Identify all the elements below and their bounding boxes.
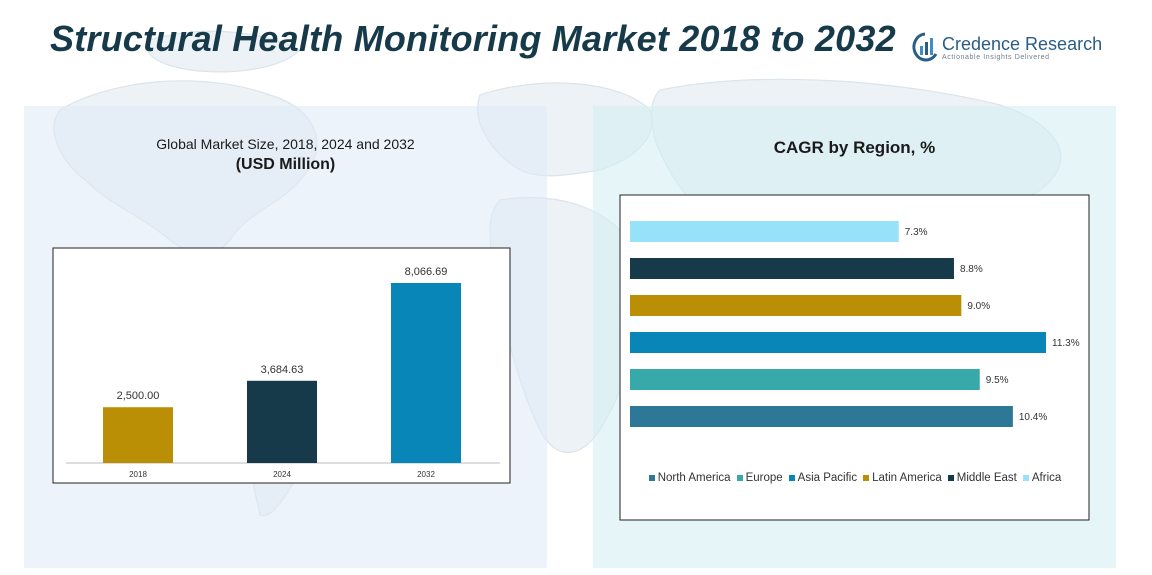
legend-item-middle-east: Middle East <box>947 472 1017 484</box>
cagr-value-label-middle-east: 8.8% <box>960 264 983 275</box>
cagr-bar-north-america <box>630 406 1013 427</box>
legend-item-latin-america: Latin America <box>863 472 942 484</box>
legend-label-north-america: North America <box>657 472 731 484</box>
legend-item-asia-pacific: Asia Pacific <box>788 472 858 484</box>
cagr-value-label-asia-pacific: 11.3% <box>1052 338 1080 349</box>
cagr-bar-middle-east <box>630 258 954 279</box>
brand: Credence Research Actionable Insights De… <box>912 32 1102 64</box>
cagr-bar-latin-america <box>630 295 962 316</box>
legend-swatch-asia-pacific <box>788 475 795 481</box>
cagr-chart-frame <box>619 194 1090 521</box>
cagr-bar-europe <box>630 369 980 390</box>
legend-label-latin-america: Latin America <box>872 472 942 484</box>
market-size-unit: (USD Million) <box>235 156 336 173</box>
legend-label-africa: Africa <box>1031 472 1062 484</box>
legend-label-europe: Europe <box>745 472 783 484</box>
market-size-subtitle: Global Market Size, 2018, 2024 and 2032 <box>156 136 415 152</box>
brand-tagline: Actionable Insights Delivered <box>942 54 1050 61</box>
bar-2032 <box>391 283 461 463</box>
legend-swatch-north-america <box>648 475 655 481</box>
bar-2018 <box>103 407 173 463</box>
cagr-value-label-latin-america: 9.0% <box>967 301 990 312</box>
legend-item-africa: Africa <box>1022 472 1062 484</box>
legend-swatch-europe <box>736 475 743 481</box>
value-label-2018: 2,500.00 <box>117 390 160 402</box>
x-tick-label-2032: 2032 <box>417 470 435 479</box>
cagr-value-label-africa: 7.3% <box>905 227 928 238</box>
bar-2024 <box>247 380 317 463</box>
value-label-2024: 3,684.63 <box>261 364 304 376</box>
legend-item-europe: Europe <box>736 472 783 484</box>
legend-label-middle-east: Middle East <box>956 472 1017 484</box>
x-tick-label-2024: 2024 <box>273 470 291 479</box>
legend-swatch-middle-east <box>947 475 954 481</box>
cagr-bar-asia-pacific <box>630 332 1046 353</box>
legend-item-north-america: North America <box>648 472 731 484</box>
cagr-value-label-north-america: 10.4% <box>1019 412 1047 423</box>
cagr-legend: North America Europe Asia Pacific Latin Ame… <box>622 472 1088 484</box>
page-title: Structural Health Monitoring Market 2018… <box>50 18 896 59</box>
legend-label-asia-pacific: Asia Pacific <box>797 472 858 484</box>
cagr-value-label-europe: 9.5% <box>986 375 1009 386</box>
x-tick-label-2018: 2018 <box>129 470 147 479</box>
value-label-2032: 8,066.69 <box>405 266 448 278</box>
cagr-title: CAGR by Region, % <box>773 138 936 157</box>
legend-swatch-africa <box>1022 475 1029 481</box>
legend-swatch-latin-america <box>863 475 870 481</box>
cagr-bar-africa <box>630 221 899 242</box>
credence-logo-icon <box>912 32 938 62</box>
brand-name: Credence Research <box>942 34 1103 54</box>
